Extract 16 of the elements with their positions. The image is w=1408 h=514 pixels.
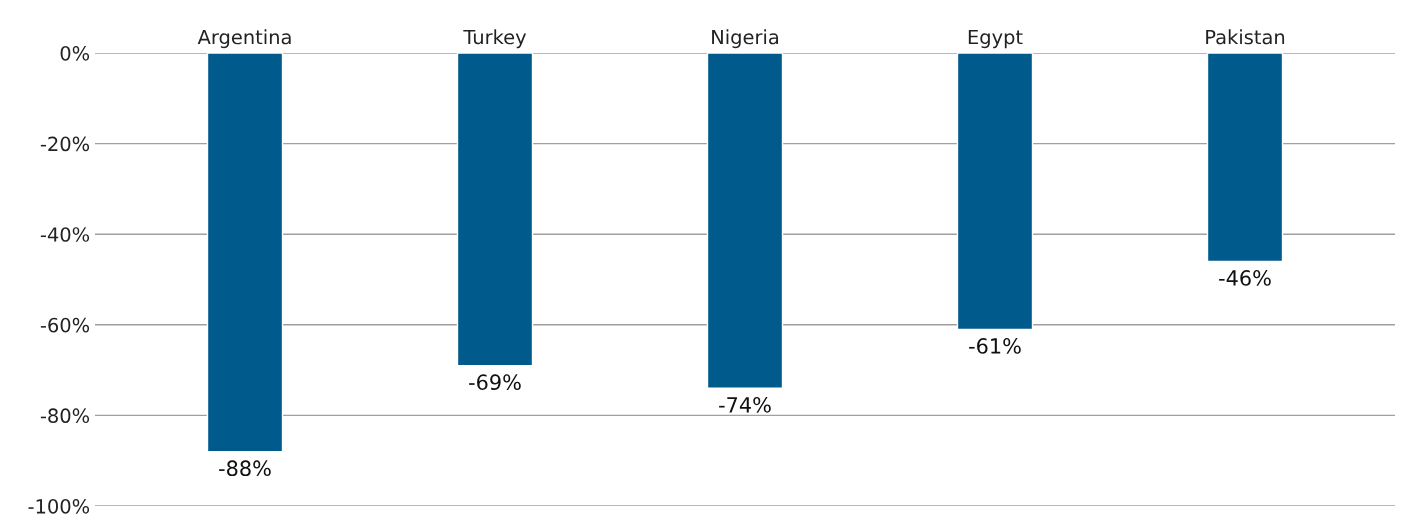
y-tick-label: -60% [40, 317, 90, 333]
y-tick-label: 0% [60, 45, 90, 61]
data-label: -88% [219, 460, 271, 477]
y-tick-label: -40% [40, 227, 90, 242]
x-tick-label: Turkey [463, 29, 527, 49]
x-tick-label: Nigeria [712, 29, 779, 49]
y-tick-label: -80% [40, 408, 90, 424]
x-tick-label: Argentina [197, 29, 291, 49]
data-label: -61% [969, 338, 1021, 354]
data-label: -69% [469, 374, 521, 391]
y-tick-label: -20% [40, 136, 90, 152]
x-tick-label: Pakistan [1206, 29, 1285, 45]
y-tick-label: -100% [28, 498, 90, 514]
data-label: -74% [719, 396, 771, 413]
data-label: -46% [1219, 270, 1271, 286]
x-tick-label: Egypt [968, 29, 1023, 49]
